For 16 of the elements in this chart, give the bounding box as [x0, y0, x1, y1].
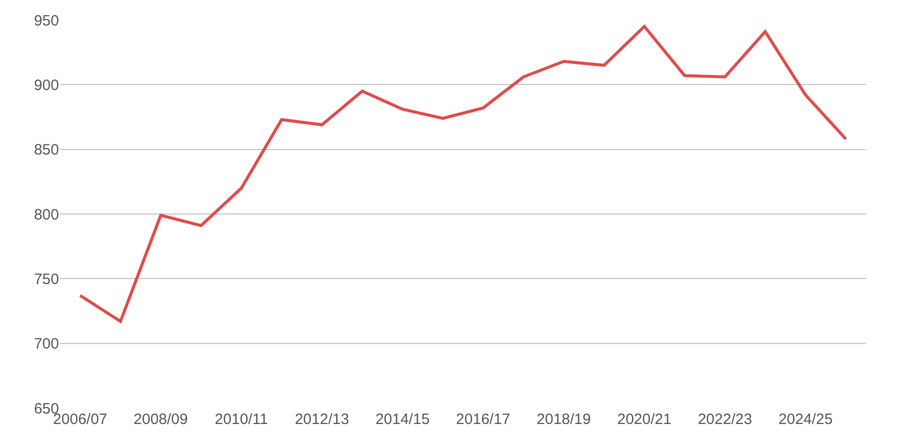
line-series	[78, 24, 848, 323]
x-tick-label: 2022/23	[698, 411, 752, 428]
x-tick-label: 2018/19	[536, 411, 591, 428]
x-tick-label: 2016/17	[456, 411, 510, 428]
y-tick-label: 700	[34, 336, 59, 353]
y-tick-label: 950	[34, 12, 59, 30]
y-tick-label: 750	[34, 270, 59, 288]
x-tick-label: 2008/09	[134, 411, 188, 428]
x-tick-label: 2010/11	[214, 411, 268, 428]
y-tick-label: 900	[34, 76, 59, 94]
y-tick-label: 800	[34, 206, 59, 224]
x-tick-label: 2020/21	[617, 411, 672, 428]
x-tick-label: 2014/15	[375, 411, 430, 428]
x-tick-label: 2012/13	[294, 411, 350, 428]
y-tick-label: 850	[34, 142, 59, 159]
x-tick-label: 2024/25	[778, 411, 833, 428]
